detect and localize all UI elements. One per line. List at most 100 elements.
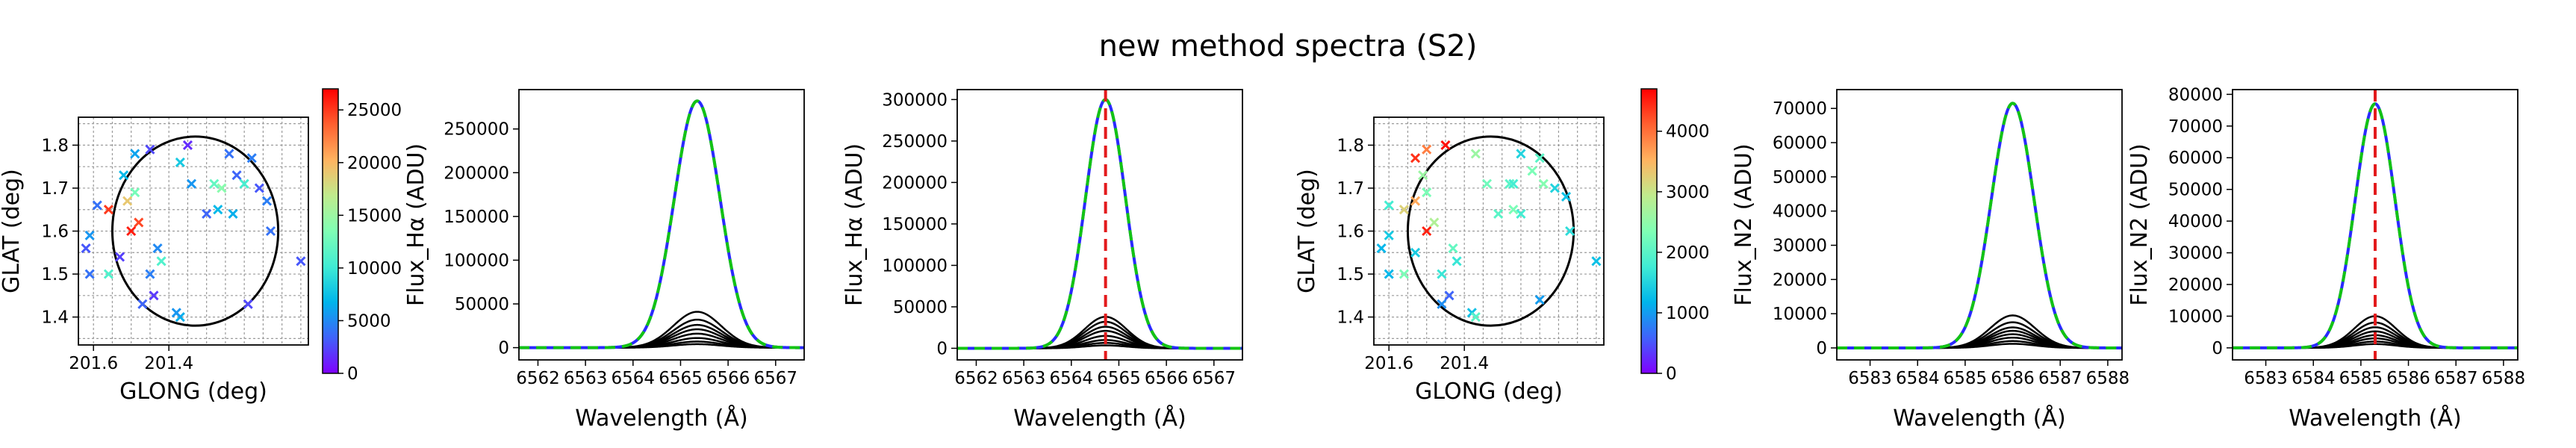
map2-x-tick-label: 201.6 [1364,354,1413,373]
spec1-y-tick-label: 250000 [444,120,509,140]
map1-data-point [254,183,264,193]
spec4-fit-line [2233,102,2518,349]
spec1-x-axis-label: Wavelength (Å) [575,405,747,432]
map2-data-point [1534,153,1545,164]
map2-data-point [1437,269,1447,279]
spec4-x-axis-label: Wavelength (Å) [2289,405,2461,432]
map2-data-point [1384,200,1394,211]
map1-y-axis-label: GLAT (deg) [0,169,25,293]
map1-data-point [209,178,220,189]
spec3-y-tick-label: 30000 [1773,236,1827,255]
map1-colorbar-tick-label: 15000 [347,206,402,225]
spec4-frame [2232,89,2519,361]
spec4-y-tick-label: 70000 [2168,117,2223,137]
spec2-x-tick-label: 6563 [1002,369,1046,388]
spec2-x-tick-label: 6567 [1192,369,1236,388]
map1-colorbar [322,88,339,374]
map2-data-point [1422,144,1432,155]
spec3-x-tick-label: 6584 [1896,369,1940,388]
map1-data-point [84,230,95,240]
spec1-y-axis-label: Flux_Hα (ADU) [403,143,429,306]
map1-data-point [265,225,276,237]
map1-colorbar-tick-label: 25000 [347,101,402,120]
spec1-x-tick-label: 6566 [706,369,750,388]
map1-data-point [224,149,234,159]
spec4-plot-content [2233,90,2518,360]
spec4-y-tick-label: 50000 [2168,181,2223,200]
map1-y-tick-label: 1.6 [41,223,69,242]
spec3-x-tick-label: 6585 [1944,369,1988,388]
map2-data-point [1508,178,1519,189]
spec1-y-tick-label: 0 [498,339,509,358]
map1-data-point [261,196,273,206]
spec1-y-tick-label: 150000 [444,208,509,227]
map2-data-point [1534,295,1545,305]
map2-data-point [1516,149,1526,159]
spec3-y-tick-label: 50000 [1773,168,1827,187]
spec4-x-tick-label: 6588 [2482,369,2526,388]
map2-data-point [1410,247,1421,258]
spec2-plot-area [957,90,1242,360]
map2-x-axis-label: GLONG (deg) [1415,379,1563,405]
spec2-y-tick-label: 50000 [893,298,948,317]
spec1-plot-area [519,90,804,360]
map1-data-point [81,243,91,254]
spec1-y-tick-label: 200000 [444,164,509,183]
map1-data-point [122,196,133,206]
spec4-y-tick-label: 40000 [2168,212,2223,231]
map1-data-point [202,208,212,220]
map1-y-tick-label: 1.8 [41,136,69,155]
map1-data-point [228,208,238,220]
spec3-x-tick-label: 6583 [1848,369,1892,388]
map2-data-point [1508,205,1519,215]
spec4-y-tick-label: 20000 [2168,276,2223,295]
map2-data-point [1422,187,1432,198]
map1-data-point [92,200,102,211]
map2-data-point [1399,269,1409,279]
map2-y-axis-label: GLAT (deg) [1294,169,1320,293]
map1-data-point [145,269,155,279]
map2-colorbar-tick-label: 0 [1666,364,1677,384]
map1-y-tick-label: 1.7 [41,179,69,199]
spec2-plot-content [957,90,1242,360]
map2-colorbar [1640,88,1658,374]
map1-data-point [149,290,159,301]
map2-data-point [1448,243,1458,254]
map1-data-point [296,256,306,267]
map1-data-point [145,144,155,155]
spec2-y-tick-label: 150000 [882,215,948,234]
spec4-y-tick-label: 30000 [2168,244,2223,264]
spec3-y-tick-label: 60000 [1773,134,1827,153]
spec2-y-tick-label: 250000 [882,132,948,152]
spec4-x-tick-label: 6587 [2434,369,2478,388]
spec2-x-tick-label: 6562 [954,369,998,388]
map2-data-point [1591,256,1602,267]
map1-data-point [171,308,181,318]
map1-field-circle [111,135,280,327]
spec4-y-axis-label: Flux_N2 (ADU) [2127,143,2153,305]
spec3-x-tick-label: 6588 [2086,369,2130,388]
map1-data-point [186,178,197,189]
spec3-y-tick-label: 0 [1816,339,1827,358]
spec2-x-tick-label: 6566 [1145,369,1189,388]
spec2-y-axis-label: Flux_Hα (ADU) [841,143,868,306]
spec3-y-axis-label: Flux_N2 (ADU) [1731,143,1757,305]
map1-data-point [103,205,113,215]
map1-data-point [137,299,148,309]
map1-data-point [134,217,144,228]
map1-x-tick-label: 201.4 [144,354,193,373]
map2-colorbar-tick-label: 3000 [1666,183,1710,202]
spec3-y-tick-label: 10000 [1773,305,1827,324]
map1-data-point [231,170,242,181]
map1-data-point [217,183,227,193]
map2-data-point [1549,183,1560,193]
map1-data-point [152,243,163,254]
spec3-x-tick-label: 6587 [2038,369,2082,388]
spec3-plot-area [1837,90,2122,360]
spec1-y-tick-label: 50000 [455,295,509,314]
map1-data-point [175,157,185,167]
map1-data-point [114,252,125,262]
spec4-x-tick-label: 6583 [2244,369,2288,388]
spec4-y-tick-label: 0 [2212,339,2223,358]
spec1-frame [518,89,805,361]
